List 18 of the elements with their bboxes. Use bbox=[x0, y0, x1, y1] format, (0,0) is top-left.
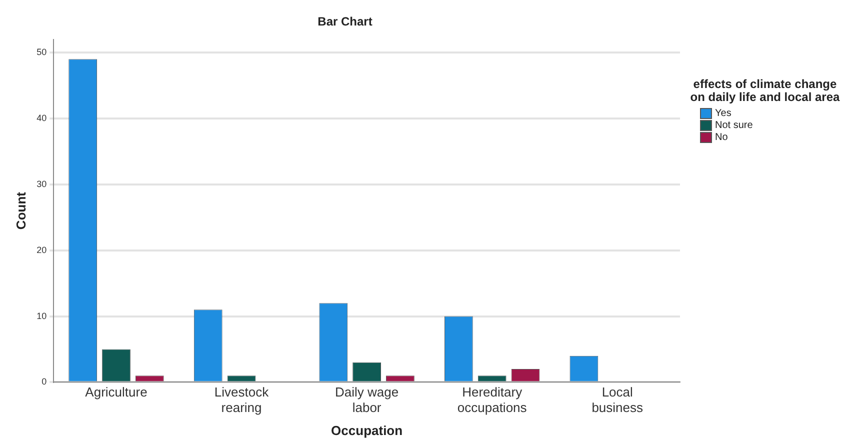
y-tick-label: 0 bbox=[42, 376, 47, 387]
legend-label: Yes bbox=[715, 108, 732, 118]
legend-label: Not sure bbox=[715, 120, 753, 130]
x-tick-label: Hereditary occupations bbox=[457, 384, 528, 416]
x-tick-label: Agriculture bbox=[85, 384, 148, 400]
y-tick-label: 20 bbox=[36, 244, 47, 255]
x-axis-title: Occupation bbox=[331, 422, 403, 438]
y-tick-label: 30 bbox=[36, 178, 47, 189]
x-tick-label: Livestock rearing bbox=[214, 384, 270, 416]
y-tick-label: 50 bbox=[36, 47, 47, 58]
y-tick-label: 10 bbox=[36, 310, 47, 321]
x-tick-label: Daily wage labor bbox=[335, 384, 399, 416]
chart-title: Bar Chart bbox=[318, 14, 372, 29]
legend-title: effects of climate change on daily life and local area bbox=[690, 77, 840, 104]
x-tick-label: Local business bbox=[592, 384, 644, 416]
legend-label: No bbox=[715, 132, 728, 142]
y-tick-label: 40 bbox=[36, 112, 47, 123]
y-axis-title: Count bbox=[13, 191, 28, 230]
